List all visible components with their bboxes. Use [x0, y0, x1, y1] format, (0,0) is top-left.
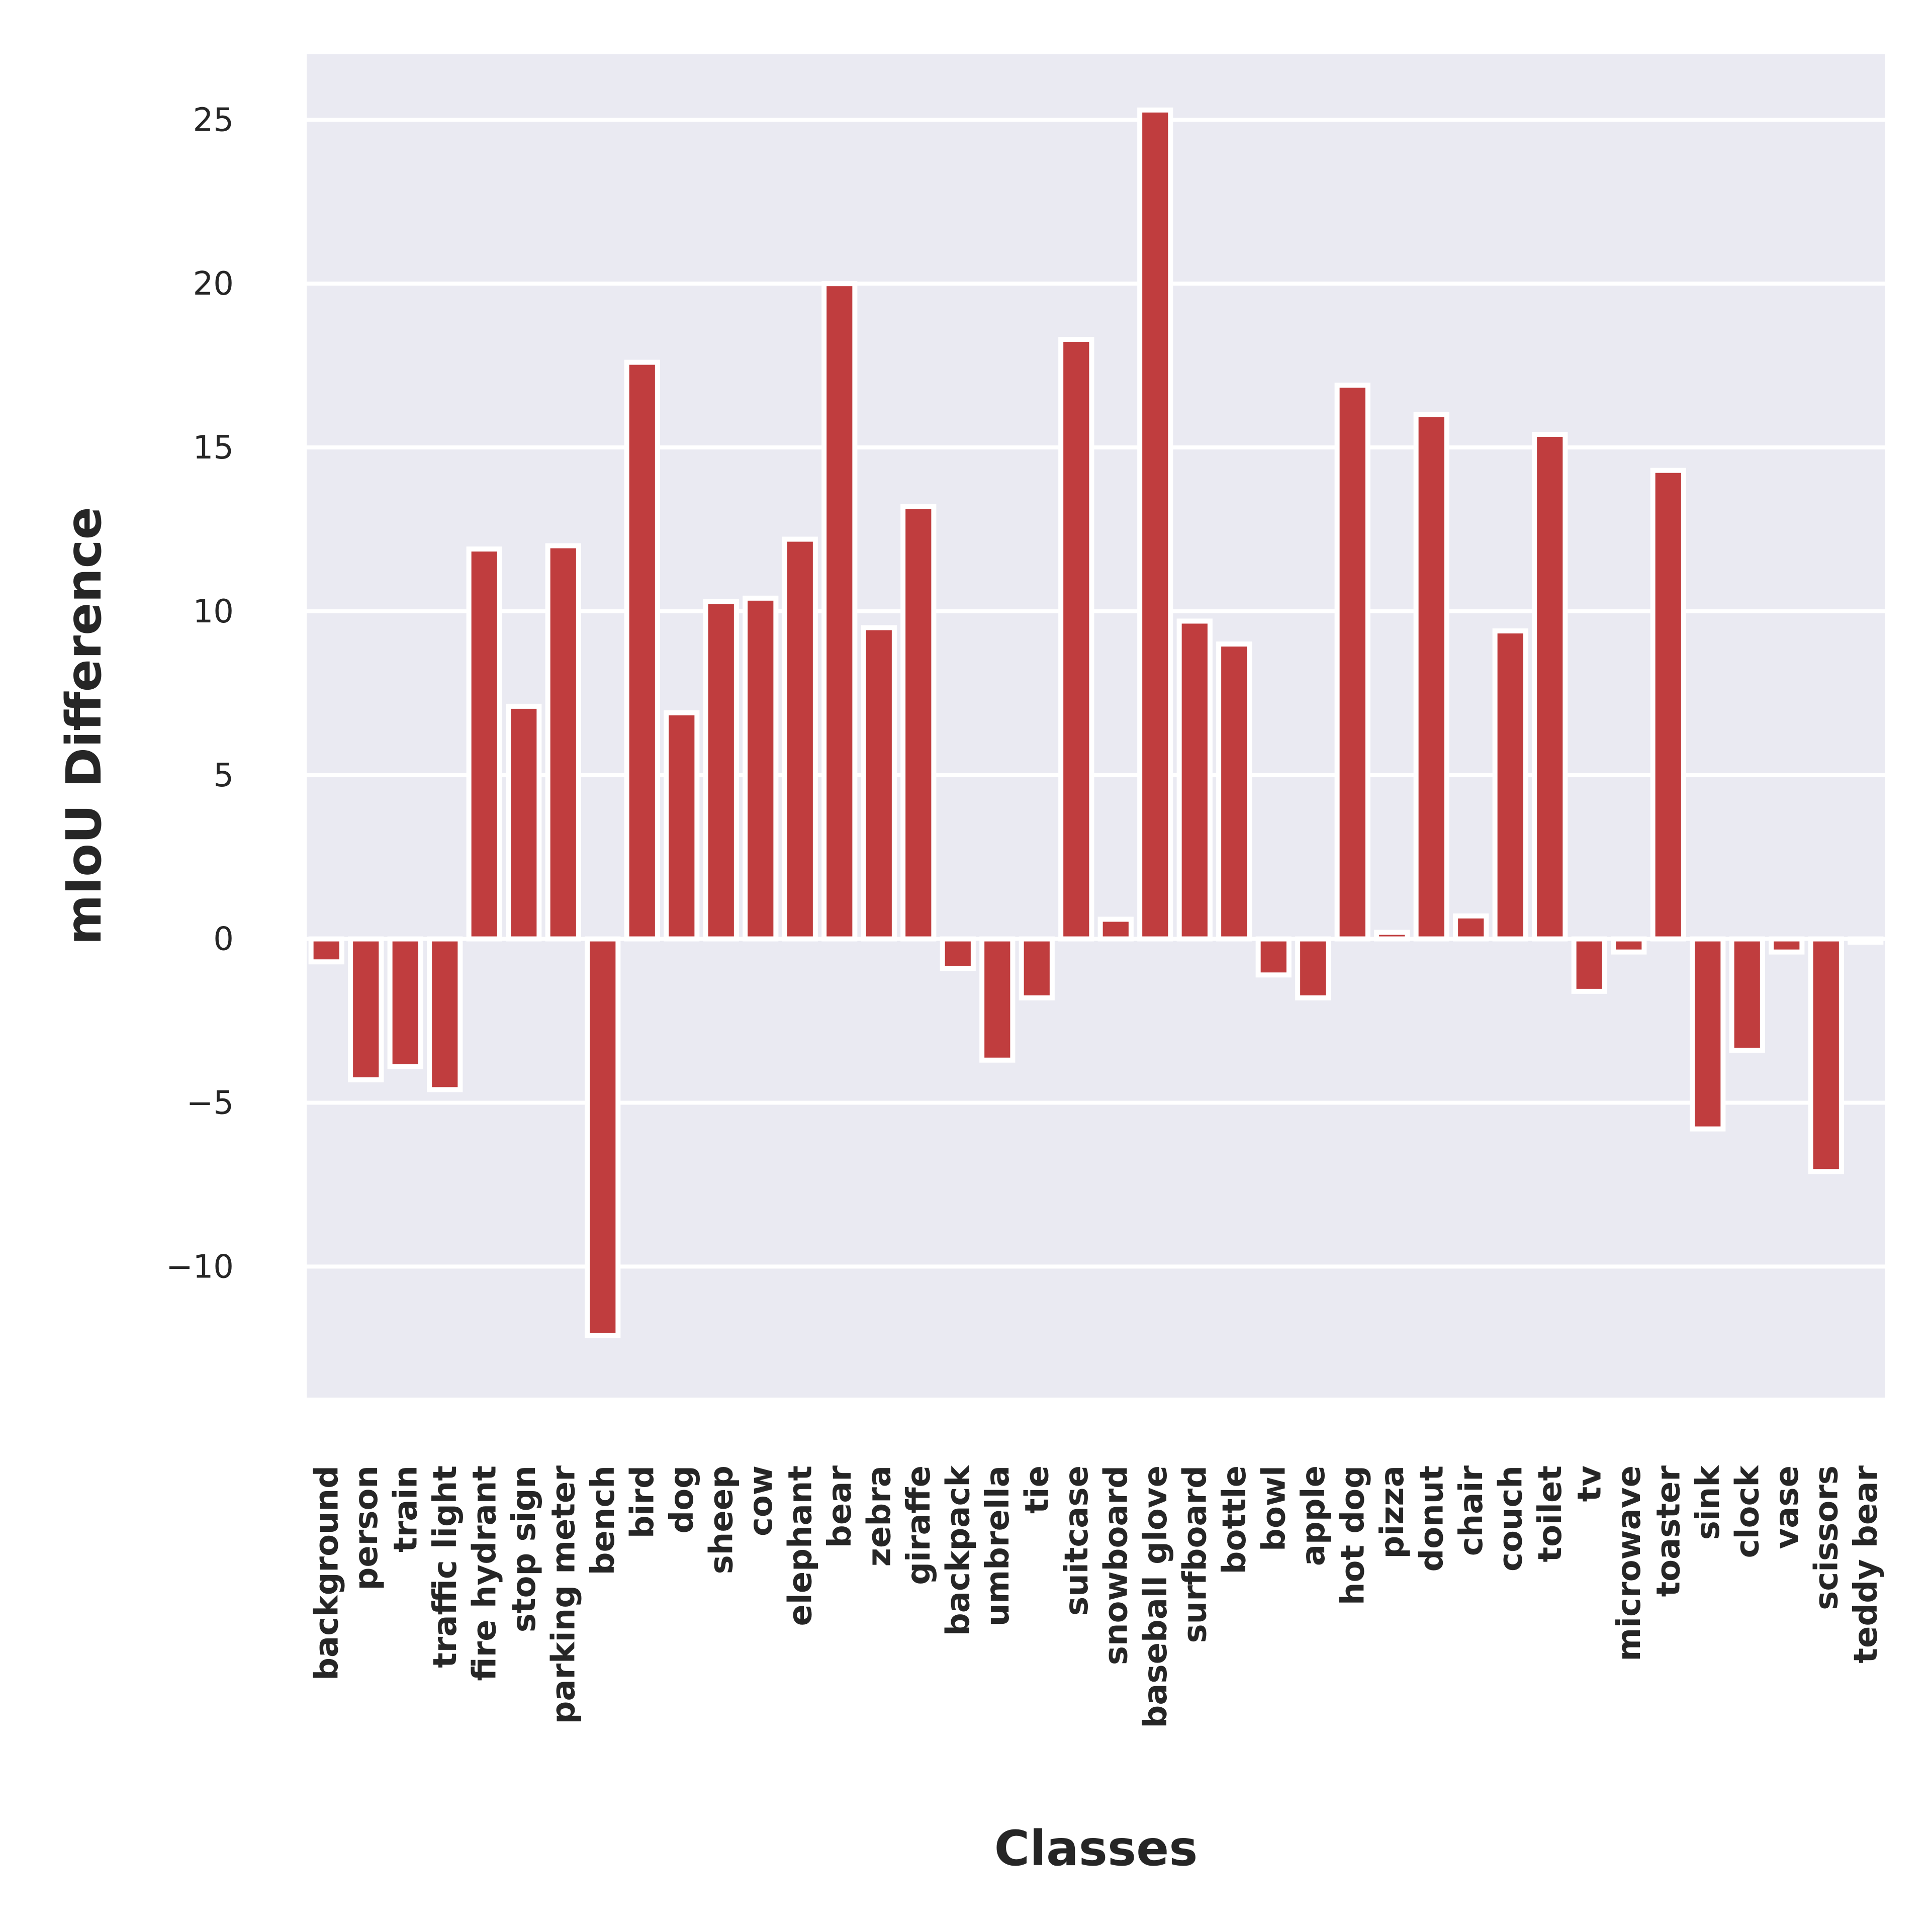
x-tick-label: apple [1295, 1465, 1332, 1566]
bar [861, 625, 897, 942]
x-tick-label: surfboard [1176, 1465, 1214, 1643]
x-tick-label: suitcase [1058, 1465, 1095, 1616]
x-tick-label: donut [1413, 1465, 1450, 1572]
bar [1532, 431, 1568, 942]
x-tick-label: sheep [703, 1465, 740, 1574]
x-tick-label: bear [821, 1465, 859, 1548]
x-tick-label: bowl [1255, 1465, 1293, 1551]
x-tick-label: scissors [1808, 1465, 1845, 1610]
x-tick-label: dog [664, 1465, 701, 1534]
x-tick-label: umbrella [979, 1465, 1017, 1626]
bar [940, 936, 976, 971]
y-tick-label: 25 [193, 102, 234, 139]
bar [585, 936, 621, 1338]
bar [1374, 930, 1410, 942]
bars [308, 107, 1884, 1338]
x-axis-ticks: background person train traffic light fire h… [308, 1465, 1885, 1728]
bar [1413, 412, 1449, 942]
bar [900, 504, 937, 942]
bar [664, 710, 700, 942]
bar [782, 536, 818, 942]
x-tick-label: cow [743, 1465, 780, 1536]
bar [624, 359, 660, 942]
x-tick-label: couch [1492, 1465, 1529, 1572]
bar [743, 595, 779, 942]
x-tick-label: bottle [1216, 1465, 1253, 1574]
bar [1255, 936, 1292, 978]
bar [1769, 936, 1805, 955]
x-tick-label: bird [624, 1465, 661, 1538]
bar [1137, 107, 1173, 942]
bar [387, 936, 423, 1069]
y-tick-label: 5 [213, 757, 234, 794]
bar [308, 936, 344, 965]
bar [703, 599, 739, 942]
bar [348, 936, 384, 1082]
bar [1097, 916, 1134, 942]
bar [1295, 936, 1331, 1000]
x-tick-label: elephant [782, 1465, 819, 1626]
bar [1176, 618, 1213, 942]
x-tick-label: train [387, 1465, 424, 1552]
bar [1611, 936, 1647, 955]
y-axis-title: mIoU Difference [56, 507, 112, 945]
bar [1808, 936, 1844, 1174]
x-tick-label: bench [585, 1465, 622, 1575]
bar [1453, 913, 1489, 942]
bar [545, 543, 581, 942]
x-tick-label: person [348, 1465, 385, 1590]
x-tick-label: snowboard [1097, 1465, 1135, 1665]
y-tick-label: 15 [193, 429, 234, 467]
x-tick-label: tv [1571, 1465, 1608, 1502]
x-tick-label: hot dog [1334, 1465, 1371, 1605]
bar [1650, 468, 1686, 942]
x-tick-label: fire hydrant [466, 1465, 503, 1681]
bar [1058, 336, 1094, 942]
bar [1216, 641, 1252, 942]
x-tick-label: traffic light [427, 1465, 464, 1668]
bar [1334, 383, 1370, 942]
x-tick-label: pizza [1374, 1465, 1411, 1558]
x-tick-label: baseball glove [1137, 1465, 1174, 1728]
x-tick-label: teddy bear [1848, 1465, 1885, 1664]
y-tick-label: −5 [187, 1084, 234, 1122]
bar [1848, 936, 1884, 945]
x-tick-label: background [308, 1465, 345, 1681]
x-tick-label: sink [1690, 1465, 1727, 1540]
x-tick-label: toilet [1532, 1465, 1569, 1562]
bar [1690, 936, 1726, 1132]
x-tick-label: stop sign [506, 1465, 543, 1632]
x-tick-label: parking meter [545, 1465, 582, 1724]
x-tick-label: toaster [1650, 1465, 1687, 1597]
bar [1492, 628, 1528, 942]
y-tick-label: −10 [166, 1248, 234, 1285]
x-tick-label: backpack [940, 1465, 977, 1636]
x-tick-label: clock [1729, 1465, 1766, 1558]
y-tick-label: 0 [213, 921, 234, 958]
plot-background [307, 54, 1885, 1398]
x-tick-label: microwave [1611, 1465, 1648, 1662]
y-tick-label: 10 [193, 593, 234, 630]
bar [1729, 936, 1765, 1053]
x-tick-label: tie [1019, 1465, 1056, 1514]
x-tick-label: giraffe [900, 1465, 938, 1585]
x-axis-title: Classes [994, 1820, 1198, 1877]
x-tick-label: chair [1453, 1465, 1490, 1556]
y-tick-label: 20 [193, 265, 234, 303]
bar [1571, 936, 1607, 994]
x-tick-label: zebra [861, 1465, 898, 1567]
bar [1019, 936, 1055, 1000]
bar [979, 936, 1016, 1063]
bar [466, 546, 502, 942]
x-tick-label: vase [1769, 1465, 1806, 1549]
bar [506, 703, 542, 942]
y-axis-ticks: −10 −5 0 5 10 15 20 25 [166, 102, 234, 1285]
bar [821, 281, 858, 942]
bar [427, 936, 463, 1092]
